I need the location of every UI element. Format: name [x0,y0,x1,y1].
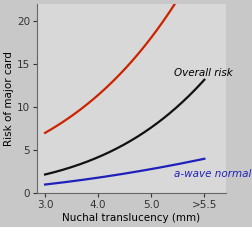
X-axis label: Nuchal translucency (mm): Nuchal translucency (mm) [62,213,200,223]
Y-axis label: Risk of major card: Risk of major card [4,51,14,146]
Text: Overall risk: Overall risk [173,68,231,78]
Text: a-wave normal: a-wave normal [173,169,250,179]
